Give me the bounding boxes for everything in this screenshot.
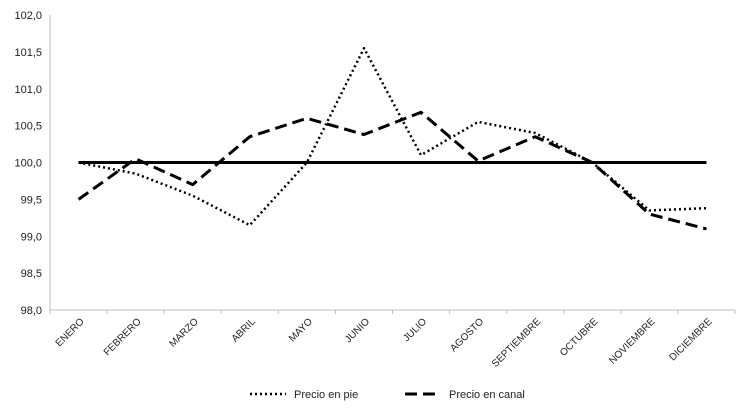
y-tick-label: 100,5 bbox=[14, 121, 42, 133]
y-tick-label: 101,5 bbox=[14, 47, 42, 59]
x-tick-label: FEBRERO bbox=[102, 316, 144, 358]
x-tick-label: DICIEMBRE bbox=[668, 316, 715, 363]
series-line-precio-en-pie bbox=[78, 46, 707, 227]
y-tick-label: 98,5 bbox=[21, 268, 42, 280]
x-tick-label: JUNIO bbox=[343, 316, 372, 345]
x-tick-label: OCTUBRE bbox=[558, 316, 601, 359]
y-tick-label: 99,0 bbox=[21, 231, 42, 243]
y-axis-ticks: 98,0 98,5 99,0 99,5 100,0 100,5 101,0 101,5 102,… bbox=[14, 10, 42, 317]
series bbox=[77, 46, 707, 231]
legend-label: Precio en pie bbox=[294, 389, 358, 401]
legend: Precio en pie Precio en canal bbox=[250, 389, 525, 401]
x-tick-label: ABRIL bbox=[230, 316, 259, 345]
y-tick-label: 100,0 bbox=[14, 158, 42, 170]
x-tick-label: MAYO bbox=[287, 316, 315, 344]
series-line-precio-en-canal bbox=[77, 110, 707, 231]
x-tick-label: ENERO bbox=[54, 316, 87, 349]
x-tick-label: JULIO bbox=[401, 316, 429, 344]
y-tick-label: 98,0 bbox=[21, 305, 42, 317]
x-axis-ticks: ENERO FEBRERO MARZO ABRIL MAYO JUNIO JULIO AGOS… bbox=[49, 310, 736, 370]
x-tick-label: MARZO bbox=[168, 316, 201, 349]
x-tick-label: AGOSTO bbox=[448, 316, 486, 354]
legend-label: Precio en canal bbox=[449, 389, 525, 401]
y-tick-label: 99,5 bbox=[21, 194, 42, 206]
x-tick-label: NOVIEMBRE bbox=[607, 316, 657, 366]
y-tick-label: 102,0 bbox=[14, 10, 42, 22]
y-tick-label: 101,0 bbox=[14, 84, 42, 96]
x-tick-label: SEPTIEMBRE bbox=[490, 316, 544, 370]
